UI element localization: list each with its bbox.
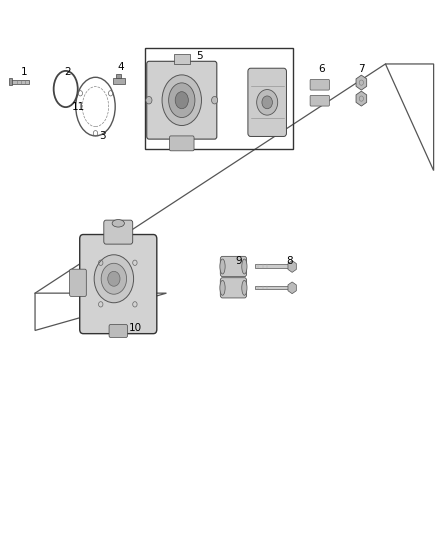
Ellipse shape bbox=[242, 280, 247, 295]
FancyBboxPatch shape bbox=[109, 325, 127, 337]
FancyBboxPatch shape bbox=[70, 269, 86, 296]
Ellipse shape bbox=[220, 280, 225, 295]
Ellipse shape bbox=[101, 263, 127, 294]
Ellipse shape bbox=[112, 220, 124, 227]
Bar bbox=[11, 80, 29, 84]
Bar bbox=[255, 286, 292, 289]
FancyBboxPatch shape bbox=[170, 136, 194, 151]
Text: 8: 8 bbox=[286, 256, 293, 266]
Ellipse shape bbox=[94, 255, 134, 303]
Ellipse shape bbox=[162, 75, 201, 125]
FancyBboxPatch shape bbox=[248, 68, 286, 136]
Polygon shape bbox=[356, 91, 367, 106]
Bar bbox=[145, 48, 293, 149]
Ellipse shape bbox=[212, 96, 218, 104]
Bar bbox=[174, 54, 190, 64]
Ellipse shape bbox=[220, 259, 225, 274]
FancyBboxPatch shape bbox=[220, 278, 247, 298]
Text: 10: 10 bbox=[129, 323, 142, 333]
FancyBboxPatch shape bbox=[104, 220, 133, 244]
Ellipse shape bbox=[108, 271, 120, 286]
Ellipse shape bbox=[169, 83, 195, 117]
FancyBboxPatch shape bbox=[310, 95, 329, 106]
Bar bbox=[255, 264, 292, 268]
Ellipse shape bbox=[175, 92, 188, 109]
Text: 11: 11 bbox=[71, 102, 85, 111]
Polygon shape bbox=[288, 282, 297, 294]
Polygon shape bbox=[288, 261, 297, 272]
FancyBboxPatch shape bbox=[220, 256, 247, 277]
Ellipse shape bbox=[146, 96, 152, 104]
Ellipse shape bbox=[262, 96, 272, 109]
Text: 3: 3 bbox=[99, 131, 106, 141]
FancyBboxPatch shape bbox=[310, 79, 329, 90]
Polygon shape bbox=[356, 75, 367, 90]
Text: 4: 4 bbox=[117, 62, 124, 71]
Text: 1: 1 bbox=[21, 67, 28, 77]
Ellipse shape bbox=[242, 259, 247, 274]
Bar bbox=[116, 74, 121, 78]
Bar bbox=[113, 78, 125, 84]
Text: 9: 9 bbox=[235, 256, 242, 266]
Text: 2: 2 bbox=[64, 67, 71, 77]
Bar bbox=[9, 78, 12, 85]
FancyBboxPatch shape bbox=[80, 235, 157, 334]
Text: 5: 5 bbox=[196, 51, 203, 61]
FancyBboxPatch shape bbox=[147, 61, 217, 139]
Text: 7: 7 bbox=[358, 64, 365, 74]
Ellipse shape bbox=[257, 90, 278, 115]
Text: 6: 6 bbox=[318, 64, 325, 74]
